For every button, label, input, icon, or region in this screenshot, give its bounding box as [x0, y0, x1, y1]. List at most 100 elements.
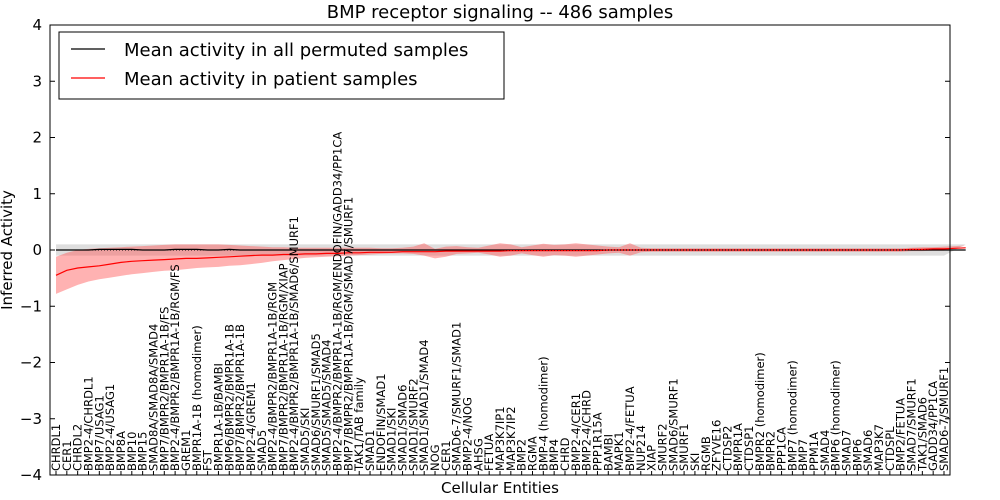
x-category-label: RGMA: [526, 436, 540, 471]
x-category-label: BMP6: [850, 439, 864, 471]
x-category-label: AHSG: [471, 438, 485, 471]
y-tick-label: 3: [32, 72, 42, 90]
x-category-label: SMAD6/SMURF1/SMAD5: [309, 333, 323, 471]
legend-label-patient: Mean activity in patient samples: [124, 69, 418, 90]
x-category-label: CHRDL1: [49, 424, 63, 471]
x-category-label: BMP2-4/CHRD: [580, 390, 594, 471]
x-category-label: SMAD8A/SMAD8A/SMAD4: [147, 324, 161, 471]
x-category-label: BMP7: [796, 439, 810, 471]
x-category-label: SMAD5: [255, 430, 269, 471]
y-tick-label: 1: [32, 185, 42, 203]
y-tick-label: 0: [32, 241, 42, 259]
x-category-label: NUP214: [634, 425, 648, 471]
x-category-label: PPP1CA: [775, 427, 789, 471]
x-category-label: BMP2/FETUA: [894, 398, 908, 471]
x-category-label: FETUA: [482, 434, 496, 471]
y-tick-label: −4: [20, 466, 42, 484]
x-category-label: BMP6 (homodimer): [829, 360, 843, 471]
x-category-label: BMP-4 (homodimer): [536, 356, 550, 471]
x-category-label: GADD34/PP1CA: [926, 381, 940, 471]
x-category-label: CHRD: [558, 437, 572, 471]
x-category-label: BMP2-4/BMPR2/BMPR1A-1B/RGM: [266, 282, 280, 471]
x-category-label: BMPR1A-1B/BAMBI: [211, 363, 225, 471]
x-category-label: TAK1/TAB family: [352, 377, 366, 472]
x-category-label: SKI: [688, 453, 702, 471]
x-category-label: GREM1: [179, 430, 193, 471]
x-category-label: ZFYVE16: [710, 420, 724, 471]
x-category-label: BMP2-4/CHRDL1: [82, 376, 96, 471]
y-tick-label: −2: [20, 354, 42, 372]
x-category-label: MAP3K7: [872, 424, 886, 471]
x-category-label: BMPR1A-1B (homodimer): [190, 325, 204, 471]
x-category-label: CTDSP1: [742, 426, 756, 471]
x-category-label: MAP3K7IP2: [504, 406, 518, 471]
y-axis-title: Inferred Activity: [0, 190, 16, 310]
y-tick-label: 4: [32, 16, 42, 34]
x-category-label: BMP7/BMPR2/BMPR1A-1B/FS: [157, 307, 171, 471]
x-category-label: CTDSP2: [720, 426, 734, 471]
x-category-label: SMAD1: [363, 430, 377, 471]
patient-mean-line: [55, 247, 966, 276]
x-category-label: TAK1/SMAD6: [915, 397, 929, 472]
x-category-label: BMP2-4/BMPR2/BMPR1A-1B/RGM/ENDOFIN/GADD3…: [331, 132, 345, 471]
x-category-label: BMP2-4/CER1: [569, 393, 583, 471]
x-category-label: PPP1R15A: [591, 412, 605, 471]
x-category-label: SMAD6-7/SMURF1/SMAD1: [450, 322, 464, 471]
x-category-label: SMAD1/SMAD6: [396, 385, 410, 471]
x-category-label: BMP7/BMPR2/BMPR1A-1B/RGM/XIAP: [276, 263, 290, 471]
x-category-label: BMP7/USAG1: [92, 395, 106, 471]
legend-label-permuted: Mean activity in all permuted samples: [124, 40, 468, 61]
x-category-label: SMAD6-7/SMURF1: [937, 367, 951, 471]
x-category-label: BMP6/BMPR2/BMPR1A-1B: [222, 324, 236, 471]
x-category-label: ENDOFIN/SMAD1: [374, 373, 388, 471]
x-category-label: SMURF1: [677, 423, 691, 471]
x-category-label: XIAP: [645, 445, 659, 471]
x-category-label: CER1: [439, 440, 453, 471]
patient-confidence-band: [56, 243, 966, 294]
x-category-label: CER1: [60, 440, 74, 471]
x-category-label: BMP4: [547, 439, 561, 471]
x-category-label: BMP7/BMPR2/BMPR1A-1B: [233, 324, 247, 471]
x-category-label: BMPR2: [764, 431, 778, 471]
x-category-label: SMAD6: [861, 430, 875, 471]
x-category-label: BMP2-4/NOG: [461, 397, 475, 471]
legend: Mean activity in all permuted samples Me…: [58, 31, 505, 100]
x-category-label: SMAD1/SMURF2: [406, 378, 420, 471]
y-tick-label: −3: [20, 410, 42, 428]
x-category-label: CHRDL2: [71, 424, 85, 471]
x-category-label: PPM1A: [807, 432, 821, 471]
x-category-label: BMP2-4/FETUA: [623, 386, 637, 471]
y-tick-label: 2: [32, 129, 42, 147]
x-category-label: SMURF2: [655, 423, 669, 471]
x-category-label: SMAD1/SMAD1/SMAD4: [417, 339, 431, 471]
x-category-label: SMAD4: [818, 430, 832, 471]
x-category-label: BMPR1A: [731, 423, 745, 471]
x-category-label: NOG: [428, 444, 442, 471]
legend-box: [58, 31, 505, 100]
x-category-label: BMPR2 (homodimer): [753, 352, 767, 471]
x-category-label: BMP2: [515, 439, 529, 471]
x-category-label: RGMB: [699, 436, 713, 471]
x-category-label: BMP8A: [114, 431, 128, 471]
x-category-label: SMAD6/SMURF1: [666, 378, 680, 471]
x-category-label: BMP15: [136, 432, 150, 471]
x-category-label: SMAD5/SMAD5/SMAD4: [320, 339, 334, 471]
x-category-label: MAP3K7IP1: [493, 406, 507, 471]
x-category-label: BMP10: [125, 432, 139, 471]
x-category-label: CTDSPL: [883, 426, 897, 471]
x-category-label: BMP2-4/BMPR2/BMPR1A-1B/RGM/FS: [168, 264, 182, 471]
x-category-label: BMP2-4/USAG1: [103, 384, 117, 471]
x-axis-title: Cellular Entities: [441, 479, 559, 497]
y-tick-label: −1: [20, 297, 42, 315]
x-category-label: BMP7/BMPR2/BMPR1A-1B/RGM/SMAD7/SMURF1: [341, 197, 355, 471]
x-category-label: BMP7 (homodimer): [785, 360, 799, 471]
x-category-label: BAMBI: [601, 434, 615, 471]
x-category-label: BMP2-4/GREM1: [244, 382, 258, 471]
x-category-label: SMAD7/SMURF1: [905, 378, 919, 471]
x-category-label: BMP2-4/BMPR2/BMPR1A-1B/SMAD6/SMURF1: [287, 216, 301, 471]
chart-title: BMP receptor signaling -- 486 samples: [327, 2, 674, 23]
x-category-label: MAPK1: [612, 431, 626, 471]
x-category-label: SMAD5/SKI: [298, 408, 312, 471]
x-category-label: FST: [201, 449, 215, 471]
